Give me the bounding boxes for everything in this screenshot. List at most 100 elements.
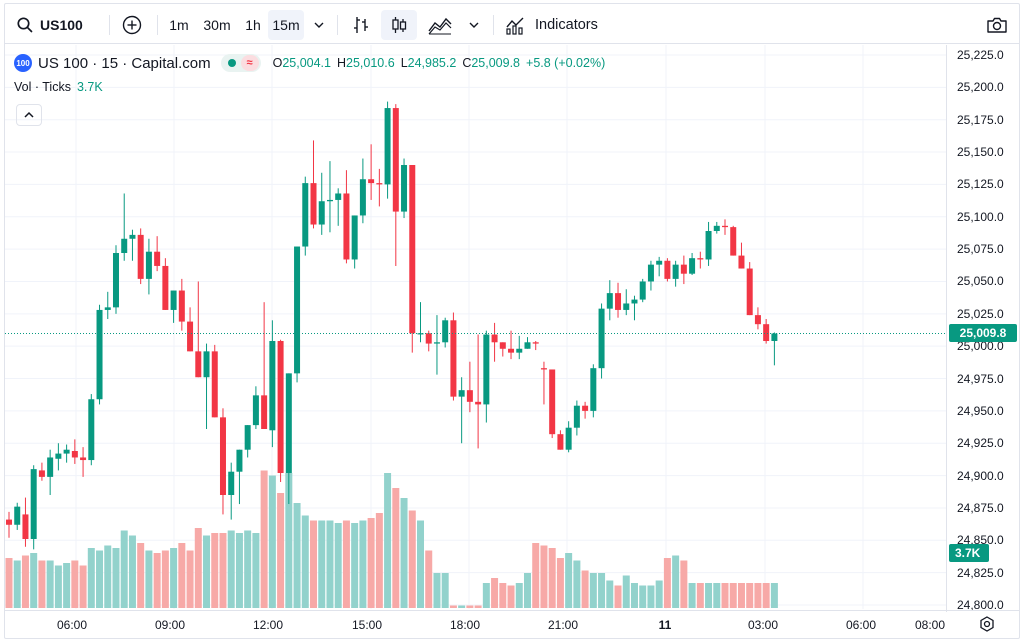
volume-bar (153, 553, 161, 608)
chart-type-dropdown-button[interactable] (462, 10, 486, 40)
volume-bar (721, 583, 729, 608)
candle-body (499, 342, 506, 349)
volume-bar (137, 543, 145, 608)
indicators-button[interactable]: Indicators (501, 10, 609, 40)
price-axis-label: 24,925.0 (957, 436, 1004, 451)
candle-body (639, 281, 646, 300)
market-open-dot-icon (227, 59, 236, 67)
candle-body (294, 246, 301, 374)
candles-style-button[interactable] (381, 10, 417, 40)
candle-body (80, 457, 87, 461)
divider (109, 15, 110, 35)
candlestick-style-icon (392, 17, 407, 33)
volume-bar (392, 488, 400, 608)
volume-bar (696, 583, 704, 608)
volume-bar (342, 520, 350, 608)
candle-body (557, 434, 564, 450)
candle-body (746, 268, 753, 316)
open-value: O25,004.1 (272, 56, 331, 70)
high-value: H25,010.6 (336, 56, 395, 70)
volume-legend: Vol · Ticks 3.7K (14, 80, 103, 94)
change-value: +5.8 (+0.02%) (526, 56, 606, 70)
bars-style-button[interactable] (345, 10, 377, 40)
volume-bar (499, 583, 507, 608)
candle-body (121, 238, 128, 253)
candle-body (392, 108, 399, 212)
time-axis[interactable]: 06:00 09:00 12:00 15:00 18:00 21:00 11 03:00 06:… (4, 610, 1019, 638)
volume-bar (540, 545, 548, 608)
candle-body (326, 199, 333, 202)
data-delay-icon: ≈ (240, 55, 259, 71)
candle-body (417, 333, 424, 335)
divider (337, 15, 338, 35)
candle-body (771, 333, 778, 341)
price-axis-label: 25,100.0 (957, 209, 1004, 224)
volume-title[interactable]: Vol · Ticks (14, 80, 71, 94)
interval-1m[interactable]: 1m (169, 17, 189, 33)
volume-bar (194, 528, 202, 608)
volume-bar (680, 560, 688, 608)
volume-bar (54, 565, 62, 608)
interval-1h[interactable]: 1h (245, 17, 261, 33)
price-axis-label: 24,875.0 (957, 500, 1004, 515)
volume-bar (713, 583, 721, 608)
interval-dropdown-button[interactable] (307, 10, 331, 40)
volume-bar (13, 560, 21, 608)
time-axis-label: 06:00 (56, 618, 88, 632)
market-status-indicator[interactable]: ≈ (220, 54, 261, 72)
candle-body (524, 342, 531, 349)
candle-body (88, 399, 95, 461)
price-axis-label: 24,900.0 (957, 468, 1004, 483)
volume-bar (482, 583, 490, 608)
volume-bar (21, 555, 29, 608)
candle-body (705, 231, 712, 260)
candle-body (22, 514, 29, 539)
candle-body (722, 225, 729, 228)
price-axis[interactable]: 25,225.0 25,200.0 25,175.0 25,150.0 25,125.0… (946, 45, 1018, 612)
interval-30m[interactable]: 30m (203, 17, 231, 33)
candle-body (63, 449, 70, 454)
volume-bar (449, 605, 457, 608)
volume-bar (87, 548, 95, 608)
volume-bar (663, 558, 671, 608)
area-style-button[interactable] (422, 10, 458, 40)
compare-symbol-button[interactable] (117, 10, 147, 40)
candle-body (137, 234, 144, 279)
candle-body (483, 334, 490, 405)
symbol-search-button[interactable]: US100 (12, 10, 98, 40)
price-axis-label: 24,950.0 (957, 403, 1004, 418)
candle-body (55, 453, 62, 459)
volume-bar (203, 535, 211, 608)
candle-body (261, 395, 268, 429)
collapse-legend-button[interactable] (16, 104, 42, 126)
volume-bar (227, 530, 235, 608)
time-axis-label: 08:00 (914, 618, 946, 632)
volume-bar (359, 520, 367, 608)
candle-body (573, 405, 580, 428)
volume-bar (614, 585, 622, 608)
candle-body (145, 251, 152, 279)
volume-bar (729, 583, 737, 608)
screenshot-button[interactable] (982, 10, 1012, 40)
volume-bar (161, 550, 169, 608)
chart-settings-button[interactable] (978, 615, 996, 633)
candle-body (203, 351, 210, 378)
low-value: L24,985.2 (400, 56, 457, 70)
candle-body (475, 401, 482, 405)
volume-bar (79, 565, 87, 608)
volume-bar (523, 573, 531, 608)
volume-bar (630, 583, 638, 608)
candle-body (252, 395, 259, 426)
candle-body (730, 227, 737, 256)
chevron-down-icon (314, 22, 324, 28)
volume-bar (145, 550, 153, 608)
interval-15m[interactable]: 15m (268, 10, 304, 40)
candle-body (433, 342, 440, 344)
volume-bar (211, 533, 219, 608)
series-title[interactable]: US 100 · 15 · Capital.com (38, 54, 211, 72)
candle-body (763, 324, 770, 341)
candle-body (565, 427, 572, 450)
volume-bar (285, 473, 293, 608)
candle-body (187, 321, 194, 352)
